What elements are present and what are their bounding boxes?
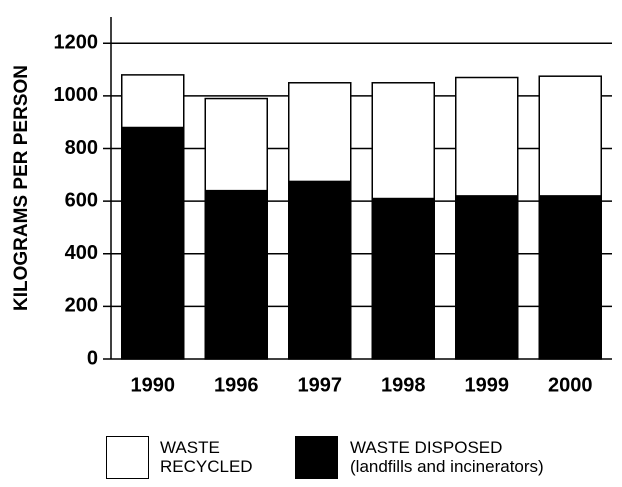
y-tick-label: 1000	[54, 84, 99, 106]
x-tick-label: 1997	[298, 374, 343, 396]
bar-segment	[455, 76, 519, 197]
bar-segment	[371, 197, 435, 360]
y-tick-label: 1200	[54, 32, 99, 54]
x-tick-label: 1996	[214, 374, 259, 396]
x-tick-label: 2000	[548, 374, 593, 396]
bar-segment	[204, 97, 268, 192]
bar-segment	[288, 180, 352, 360]
legend-label: WASTE RECYCLED	[160, 438, 253, 476]
bar-segment	[371, 82, 435, 200]
y-axis-label: KILOGRAMS PER PERSON	[11, 65, 32, 311]
x-tick-label: 1998	[381, 374, 426, 396]
bar-segment	[121, 74, 185, 129]
bar-segment	[455, 195, 519, 360]
y-tick-label: 200	[65, 295, 98, 317]
y-tick-label: 0	[87, 347, 98, 369]
bar-segment	[288, 82, 352, 183]
legend-swatch	[295, 436, 338, 479]
chart: KILOGRAMS PER PERSON 0 200 400 600 800 1000 12…	[11, 17, 612, 396]
x-tick-label: 1999	[465, 374, 510, 396]
y-tick-label: 800	[65, 137, 98, 159]
legend-label: WASTE DISPOSED (landfills and incinerato…	[350, 438, 544, 476]
y-tick-label: 400	[65, 242, 98, 264]
bar-segment	[121, 126, 185, 360]
bar-segment	[538, 75, 602, 197]
legend-swatch	[106, 436, 149, 479]
y-tick-label: 600	[65, 189, 98, 211]
bar-segment	[204, 189, 268, 360]
bar-segment	[538, 195, 602, 360]
x-tick-label: 1990	[131, 374, 176, 396]
